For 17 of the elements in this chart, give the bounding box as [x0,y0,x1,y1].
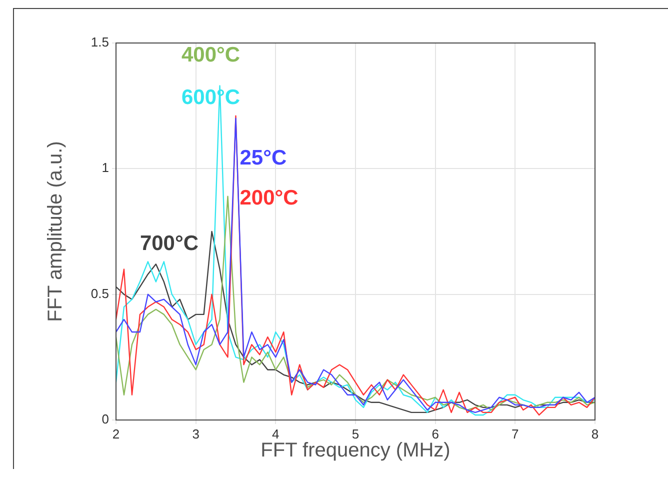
x-tick-label: 2 [112,426,120,442]
y-tick-label: 0 [102,412,109,427]
y-tick-label: 1 [102,160,109,176]
series-label: 25°C [240,146,287,170]
x-tick-label: 8 [591,426,599,442]
series-label: 200°C [240,186,298,210]
x-tick-label: 7 [512,426,519,442]
y-tick-label: 0.5 [90,286,109,301]
y-tick-label: 1.5 [90,34,109,50]
x-axis-title: FFT frequency (MHz) [260,440,450,462]
y-axis-title: FFT amplitude (a.u.) [44,141,67,322]
text: 400°C [181,43,240,66]
x-tick-label: 5 [352,426,360,442]
series-label: 700°C [140,232,199,255]
x-tick-label: 4 [272,426,280,442]
x-tick-label: 6 [432,426,439,442]
x-tick-label: 3 [192,426,200,442]
